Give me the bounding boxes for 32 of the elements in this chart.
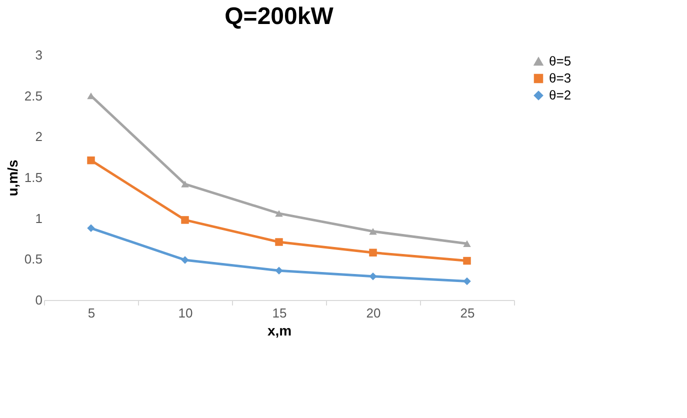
point <box>181 216 189 224</box>
y-tick-label: 1 <box>35 210 42 226</box>
point <box>181 256 189 264</box>
chart-title: Q=200kW <box>224 3 334 30</box>
x-tick-label: 15 <box>272 306 287 320</box>
x-axis-title: x,m <box>267 322 292 338</box>
point <box>463 240 471 248</box>
point <box>369 248 377 257</box>
y-tick-label: 2.5 <box>24 88 42 104</box>
y-tick-label: 1.5 <box>24 170 42 185</box>
y-tick-label: 3 <box>35 48 42 62</box>
x-tick-label: 10 <box>178 306 193 320</box>
x-tick-label: 5 <box>88 306 96 320</box>
point <box>369 272 377 280</box>
point <box>369 228 377 235</box>
point <box>463 277 471 286</box>
point <box>181 180 189 188</box>
point <box>275 210 283 217</box>
point <box>87 224 95 232</box>
y-axis-title: u,m/s <box>4 160 20 196</box>
y-tick-label: 0 <box>35 292 42 308</box>
legend-label: θ=2 <box>549 88 572 102</box>
point <box>275 266 283 274</box>
x-tick-label: 25 <box>460 306 475 320</box>
legend-label: θ=3 <box>549 70 572 86</box>
legend-label: θ=5 <box>549 54 572 68</box>
point <box>87 156 95 164</box>
y-tick-label: 0.5 <box>24 252 42 267</box>
x-tick-label: 20 <box>366 306 381 320</box>
point <box>463 256 471 265</box>
point <box>275 238 283 246</box>
y-tick-label: 2 <box>35 129 42 144</box>
